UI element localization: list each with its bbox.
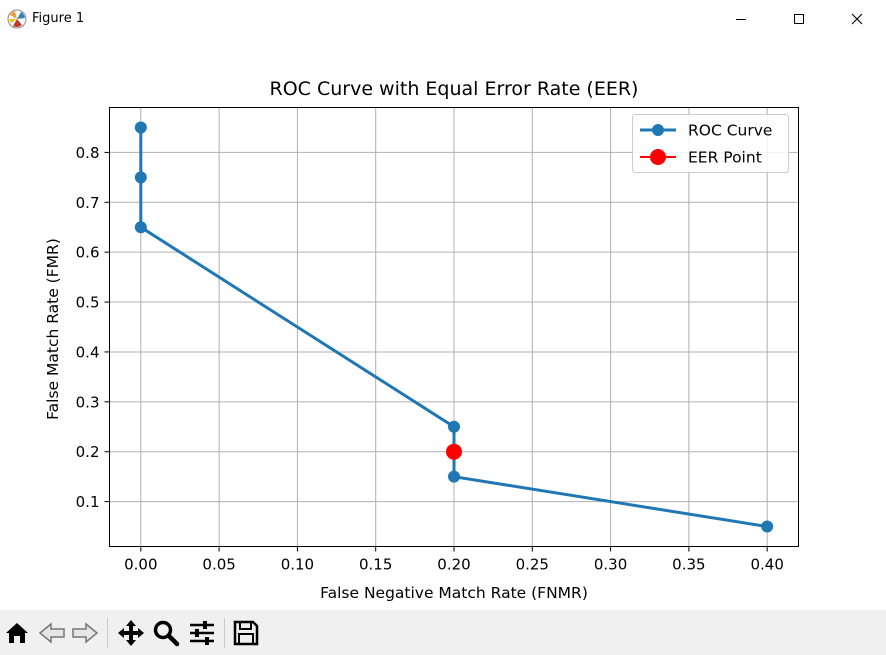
window-title: Figure 1 — [32, 11, 85, 26]
save-button[interactable] — [231, 618, 261, 648]
navigation-toolbar — [0, 610, 886, 655]
y-tick-label: 0.3 — [76, 393, 100, 411]
move-icon — [118, 620, 144, 646]
pan-button[interactable] — [116, 618, 146, 648]
series-layer — [134, 121, 774, 533]
y-tick-label: 0.1 — [76, 493, 100, 511]
figure-canvas[interactable]: 0.00 0.05 0.10 0.15 0.20 0.25 0.30 0.35 0.40 0.1… — [0, 38, 886, 610]
roc-point — [134, 171, 147, 184]
forward-arrow-icon — [72, 622, 99, 644]
roc-curve-line — [139, 127, 768, 528]
y-tick-label: 0.8 — [76, 144, 100, 162]
y-tick-label: 0.5 — [76, 294, 100, 312]
x-tick-label: 0.30 — [594, 556, 627, 574]
legend-eer-label: EER Point — [688, 149, 762, 167]
x-tick-label: 0.10 — [281, 556, 314, 574]
y-axis-label: False Match Rate (FMR) — [44, 238, 62, 420]
x-tick-label: 0.25 — [516, 556, 549, 574]
grid-lines — [109, 107, 799, 547]
close-button[interactable] — [834, 0, 880, 38]
eer-point — [446, 443, 462, 460]
chart-title: ROC Curve with Equal Error Rate (EER) — [270, 78, 639, 100]
y-axis-ticks: 0.1 0.2 0.3 0.4 0.5 0.6 0.7 0.8 — [76, 144, 110, 511]
roc-point — [134, 121, 147, 134]
save-icon — [233, 620, 259, 646]
window-titlebar: Figure 1 — [0, 0, 886, 38]
sliders-icon — [190, 621, 214, 645]
legend-roc-marker — [652, 124, 664, 136]
zoom-button[interactable] — [151, 618, 181, 648]
minimize-icon — [736, 19, 746, 20]
close-icon — [851, 13, 863, 25]
x-tick-label: 0.15 — [359, 556, 392, 574]
back-arrow-icon — [38, 622, 65, 644]
roc-point — [448, 470, 460, 483]
minimize-button[interactable] — [718, 0, 764, 38]
zoom-icon — [153, 620, 180, 647]
y-tick-label: 0.2 — [76, 443, 100, 461]
y-tick-label: 0.6 — [76, 244, 100, 262]
legend: ROC Curve EER Point — [632, 114, 789, 173]
roc-chart: 0.00 0.05 0.10 0.15 0.20 0.25 0.30 0.35 0.40 0.1… — [44, 78, 799, 602]
maximize-icon — [794, 14, 804, 24]
roc-point — [761, 520, 774, 533]
maximize-button[interactable] — [776, 0, 822, 38]
roc-point — [448, 420, 460, 433]
y-tick-label: 0.4 — [76, 343, 100, 361]
toolbar-separator — [224, 618, 225, 648]
x-axis-label: False Negative Match Rate (FNMR) — [320, 584, 588, 602]
home-button[interactable] — [2, 618, 32, 648]
roc-point — [134, 221, 147, 234]
x-tick-label: 0.35 — [672, 556, 705, 574]
y-tick-label: 0.7 — [76, 194, 100, 212]
x-tick-label: 0.40 — [750, 556, 783, 574]
legend-roc-label: ROC Curve — [688, 122, 772, 140]
x-tick-label: 0.05 — [202, 556, 235, 574]
x-tick-label: 0.00 — [124, 556, 157, 574]
home-icon — [6, 623, 28, 643]
toolbar-separator — [107, 618, 108, 648]
legend-eer-marker — [650, 149, 666, 165]
forward-button[interactable] — [70, 618, 100, 648]
x-axis-ticks: 0.00 0.05 0.10 0.15 0.20 0.25 0.30 0.35 0.40 — [124, 546, 784, 574]
configure-subplots-button[interactable] — [187, 618, 217, 648]
matplotlib-logo-icon — [7, 9, 27, 29]
x-tick-label: 0.20 — [437, 556, 470, 574]
back-button[interactable] — [37, 618, 67, 648]
